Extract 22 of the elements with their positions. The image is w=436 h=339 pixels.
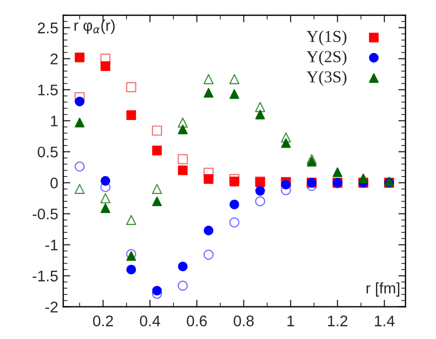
y-tick-label: 0.5 [38,146,58,158]
y-tick-label: 1 [51,116,58,126]
x-tick-label: 0.6 [186,316,207,326]
x-tick-label: 0.8 [234,316,254,326]
x-axis-title: r [fm] [366,282,400,297]
legend-label: Υ(1S) [306,30,346,46]
x-tick-label: 1 [288,316,294,326]
x-tick-label: 0.2 [93,316,113,326]
y-tick-label: 2 [50,54,58,64]
y-tick-label: -1 [45,240,58,250]
legend-label: Υ(2S) [306,50,346,66]
y-tick-label: 0 [50,178,58,188]
legend-label: Υ(3S) [306,70,346,86]
y-tick-label: 1.5 [38,84,58,96]
y-tick-label: -0.5 [32,208,58,220]
x-tick-label: 0.4 [140,316,160,326]
y-tick-label: -1.5 [32,270,58,282]
x-tick-label: 1.2 [328,316,348,326]
x-tick-label: 1.4 [374,316,395,326]
y-tick-label: 2.5 [38,22,58,34]
y-axis-title: r φ$_{α}$(r) [74,20,115,34]
y-tick-label: -2 [45,302,58,312]
